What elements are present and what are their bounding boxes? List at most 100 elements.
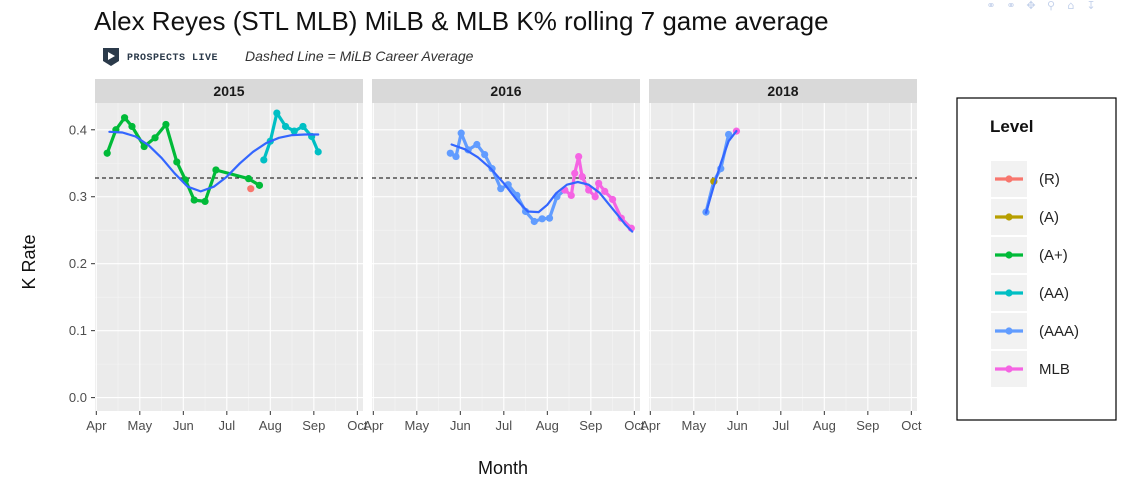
series-line xyxy=(448,131,567,224)
data-point xyxy=(530,217,538,226)
facet-strip-label: 2018 xyxy=(767,83,798,99)
y-tick-label: 0.0 xyxy=(69,390,87,405)
data-point xyxy=(497,185,505,193)
x-tick-label: May xyxy=(128,418,153,433)
x-tick-label: Aug xyxy=(813,418,836,433)
y-axis-label: K Rate xyxy=(19,234,39,289)
data-point xyxy=(247,185,255,193)
legend-item: (R) xyxy=(991,161,1060,197)
prospects-live-logo: PROSPECTS LIVE xyxy=(103,48,218,66)
facet-strip xyxy=(372,79,640,103)
zoom-icon[interactable]: ⚲ xyxy=(1046,0,1056,12)
data-point xyxy=(585,186,593,194)
data-point xyxy=(201,197,209,206)
facet-panel-2018: 2018 Apr May Jun Jul Aug Sep Oct xyxy=(640,79,922,433)
trend-line xyxy=(704,130,738,214)
legend-key-point xyxy=(1005,327,1013,335)
data-point xyxy=(103,149,111,157)
x-tick-label: May xyxy=(405,418,430,433)
legend-title: Level xyxy=(990,117,1033,136)
data-point xyxy=(601,187,609,195)
series-a xyxy=(103,114,264,206)
data-point xyxy=(212,166,220,174)
legend-item: (A+) xyxy=(991,237,1068,273)
x-tick-label: Jul xyxy=(773,418,790,433)
data-point xyxy=(473,140,481,149)
legend-label: (AAA) xyxy=(1039,323,1079,340)
data-point xyxy=(591,193,599,201)
home-icon[interactable]: ⌂ xyxy=(1067,0,1075,12)
data-point xyxy=(244,175,253,183)
data-point xyxy=(162,120,170,129)
panel-background xyxy=(649,103,917,411)
legend-key-point xyxy=(1005,289,1013,297)
data-point xyxy=(281,122,290,131)
x-tick-label: Aug xyxy=(259,418,282,433)
x-tick-label: Apr xyxy=(640,418,661,433)
x-tick-label: Oct xyxy=(624,418,645,433)
legend-item: (AA) xyxy=(991,275,1069,311)
data-point xyxy=(575,152,583,161)
data-point xyxy=(173,158,181,166)
x-tick-label: Sep xyxy=(579,418,602,433)
trend-line xyxy=(108,130,320,193)
x-axis-label: Month xyxy=(478,458,528,478)
data-point xyxy=(578,173,586,181)
y-axis: 0.0 0.1 0.2 0.3 0.4 xyxy=(69,122,95,405)
legend-key-point xyxy=(1005,175,1013,183)
facet-strip xyxy=(95,79,363,103)
move-icon[interactable]: ✥ xyxy=(1026,0,1036,12)
x-tick-label: Aug xyxy=(536,418,559,433)
data-point xyxy=(457,129,465,137)
facet-strip-label: 2015 xyxy=(213,83,244,99)
legend-item: MLB xyxy=(991,351,1070,387)
data-point xyxy=(273,109,281,117)
x-tick-label: Sep xyxy=(856,418,879,433)
facet-strip-label: 2016 xyxy=(490,83,521,99)
legend-key-point xyxy=(1005,365,1013,373)
data-point xyxy=(255,181,264,189)
series-r xyxy=(247,185,255,193)
legend-key-point xyxy=(1005,213,1013,221)
x-tick-label: May xyxy=(682,418,707,433)
data-point xyxy=(725,130,733,139)
data-point xyxy=(567,191,575,199)
data-point xyxy=(452,152,460,161)
x-tick-label: Sep xyxy=(302,418,325,433)
facet-panel-2015: 2015 Apr May Jun Jul Aug Sep Oct xyxy=(86,79,368,433)
data-point xyxy=(314,148,322,156)
x-tick-label: Apr xyxy=(86,418,107,433)
legend-item: (AAA) xyxy=(991,313,1079,349)
facet-panel-2016: 2016 Apr May Jun Jul Aug Sep Oct xyxy=(363,79,645,433)
data-point xyxy=(299,122,307,131)
download-icon[interactable]: ↧ xyxy=(1086,0,1096,12)
legend: Level (R) (A) (A+) (AA) (AAA) MLB xyxy=(956,97,1117,421)
chart-subtitle: Dashed Line = MiLB Career Average xyxy=(245,48,474,64)
x-tick-label: Jun xyxy=(727,418,748,433)
data-point xyxy=(120,114,129,122)
legend-label: MLB xyxy=(1039,361,1070,378)
legend-key-point xyxy=(1005,251,1013,259)
y-tick-label: 0.4 xyxy=(69,122,87,137)
data-point xyxy=(571,169,579,177)
facet-strip xyxy=(649,79,917,103)
compare-icon[interactable]: ⚭ xyxy=(986,0,996,12)
pin-icon[interactable]: ⚭ xyxy=(1006,0,1016,12)
trend-line xyxy=(450,143,634,233)
legend-box xyxy=(956,97,1117,421)
y-tick-label: 0.2 xyxy=(69,256,87,271)
legend-label: (AA) xyxy=(1039,285,1069,302)
data-point xyxy=(481,150,489,159)
x-tick-label: Jun xyxy=(450,418,471,433)
data-point xyxy=(595,179,603,187)
data-point xyxy=(128,122,136,131)
data-point xyxy=(260,156,268,164)
data-point xyxy=(608,195,617,204)
x-tick-label: Jun xyxy=(173,418,194,433)
x-tick-label: Oct xyxy=(901,418,922,433)
panel-background xyxy=(95,103,363,411)
plot-toolbar: ⚭ ⚭ ✥ ⚲ ⌂ ↧ xyxy=(984,0,1098,14)
panel-background xyxy=(372,103,640,411)
legend-label: (A) xyxy=(1039,209,1059,226)
